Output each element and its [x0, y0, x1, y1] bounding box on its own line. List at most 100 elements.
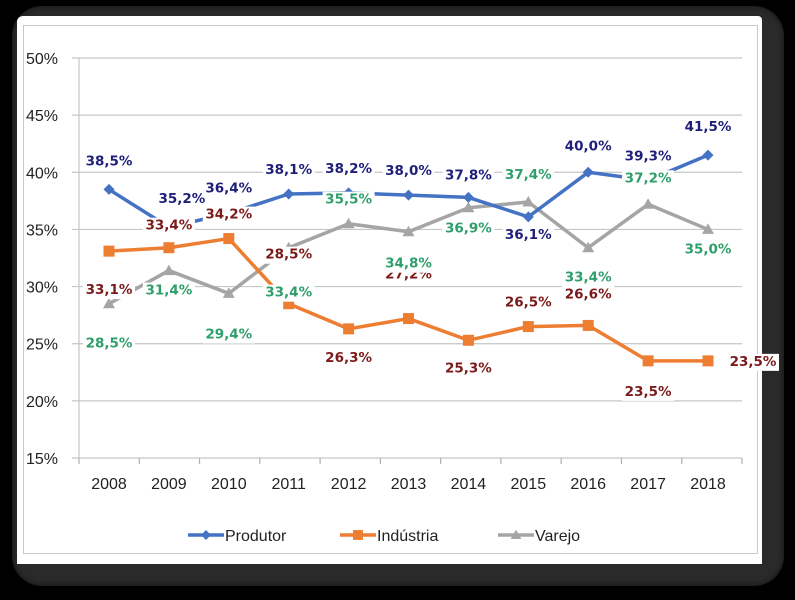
data-label-varejo: 35,0% [685, 241, 732, 257]
data-point-produtor-2011 [283, 188, 295, 200]
data-label-varejo: 37,4% [505, 167, 552, 183]
data-label-bg [202, 206, 255, 224]
data-label-bg [682, 241, 734, 259]
data-label-bg [83, 282, 135, 300]
x-tick-label: 2018 [690, 476, 726, 493]
data-label-varejo: 37,2% [625, 170, 672, 186]
data-point-indústria-2014 [462, 334, 474, 346]
data-label-indústria: 34,2% [205, 207, 252, 223]
x-tick-label: 2016 [570, 476, 606, 493]
data-label-bg [142, 217, 195, 235]
data-label-indústria: 26,3% [325, 350, 372, 366]
data-point-indústria-2012 [343, 323, 355, 335]
data-point-produtor-2015 [522, 211, 534, 223]
data-point-varejo-2016 [582, 241, 595, 253]
data-label-bg [727, 353, 779, 371]
data-point-produtor-2013 [403, 189, 414, 201]
x-tick-label: 2015 [511, 476, 547, 493]
data-label-bg [502, 167, 555, 184]
data-label-produtor: 38,1% [265, 162, 312, 178]
data-label-varejo: 31,4% [145, 283, 192, 299]
x-tick-label: 2012 [331, 476, 367, 493]
data-label-bg [502, 294, 555, 312]
data-label-indústria: 23,5% [625, 384, 672, 400]
data-label-indústria: 26,6% [565, 286, 612, 302]
data-label-bg [502, 226, 555, 244]
data-label-indústria: 23,5% [730, 354, 777, 370]
data-label-varejo: 36,9% [445, 221, 492, 237]
y-tick-label: 15% [26, 451, 58, 468]
data-label-bg [442, 167, 495, 185]
data-label-produtor: 38,0% [385, 163, 432, 179]
data-label-varejo: 35,5% [325, 192, 372, 208]
data-label-varejo: 33,4% [565, 270, 612, 286]
data-label-bg [83, 335, 135, 353]
data-label-indústria: 33,4% [145, 218, 192, 234]
x-tick-label: 2014 [451, 476, 487, 493]
y-tick-label: 50% [26, 51, 58, 68]
data-label-bg [562, 286, 615, 304]
data-label-bg [622, 148, 675, 166]
data-label-bg [562, 269, 615, 287]
legend: Produtor Indústria Varejo [188, 528, 580, 545]
data-point-varejo-2018 [702, 223, 714, 234]
data-label-varejo: 34,8% [385, 256, 432, 272]
data-label-bg [322, 160, 375, 178]
data-point-indústria-2009 [163, 242, 175, 254]
data-point-varejo-2013 [402, 225, 415, 237]
data-label-bg [262, 162, 315, 179]
y-tick-label: 25% [26, 337, 58, 354]
data-label-bg [322, 191, 375, 209]
data-label-bg [202, 180, 255, 198]
data-point-indústria-2018 [702, 355, 714, 367]
legend-label-varejo: Varejo [535, 528, 580, 545]
axes: 15% 20% 25% 30% 35% 40% 45% 50% 2008 2009 2010 2011… [26, 51, 743, 493]
data-label-bg [562, 138, 615, 156]
data-point-varejo-2009 [162, 264, 175, 276]
x-tick-label: 2013 [391, 476, 427, 493]
data-label-indústria: 33,1% [86, 282, 133, 298]
data-point-varejo-2017 [642, 198, 655, 209]
y-tick-label: 35% [26, 222, 58, 239]
x-tick-label: 2017 [630, 476, 666, 493]
data-point-indústria-2013 [403, 313, 414, 325]
data-label-produtor: 36,1% [505, 227, 552, 243]
data-label-bg [155, 191, 208, 209]
data-label-bg [382, 163, 435, 181]
data-point-indústria-2016 [582, 319, 594, 331]
data-label-varejo: 29,4% [205, 326, 252, 342]
data-label-varejo: 28,5% [86, 336, 133, 352]
legend-marker-varejo [510, 529, 522, 540]
data-point-indústria-2015 [522, 321, 534, 333]
y-tick-label: 30% [26, 280, 58, 297]
data-label-bg [442, 220, 495, 238]
legend-marker-produtor [201, 530, 211, 540]
data-label-indústria: 28,5% [265, 247, 312, 263]
data-point-indústria-2008 [103, 245, 115, 257]
data-point-produtor-2008 [103, 183, 115, 195]
data-label-produtor: 38,5% [86, 153, 133, 169]
y-tick-label: 20% [26, 394, 58, 411]
data-point-varejo-2008 [103, 297, 115, 309]
data-point-varejo-2014 [462, 201, 475, 213]
data-point-indústria-2011 [283, 298, 295, 310]
legend-marker-indústria [353, 530, 363, 540]
data-label-produtor: 40,0% [565, 138, 612, 154]
data-label-bg [262, 246, 315, 264]
data-label-varejo: 33,4% [265, 285, 312, 301]
y-tick-label: 40% [26, 165, 58, 182]
data-point-produtor-2018 [702, 149, 714, 161]
legend-label-produtor: Produtor [225, 528, 287, 545]
data-label-produtor: 39,3% [625, 148, 672, 164]
data-label-produtor: 37,8% [445, 167, 492, 183]
data-label-bg [142, 282, 195, 300]
data-label-bg [202, 326, 255, 344]
data-label-bg [262, 284, 315, 302]
data-label-produtor: 36,4% [205, 180, 252, 196]
data-label-bg [682, 119, 734, 137]
data-point-produtor-2016 [582, 166, 594, 178]
data-label-bg [622, 170, 675, 188]
x-tick-label: 2008 [91, 476, 127, 493]
data-label-bg [442, 360, 495, 378]
